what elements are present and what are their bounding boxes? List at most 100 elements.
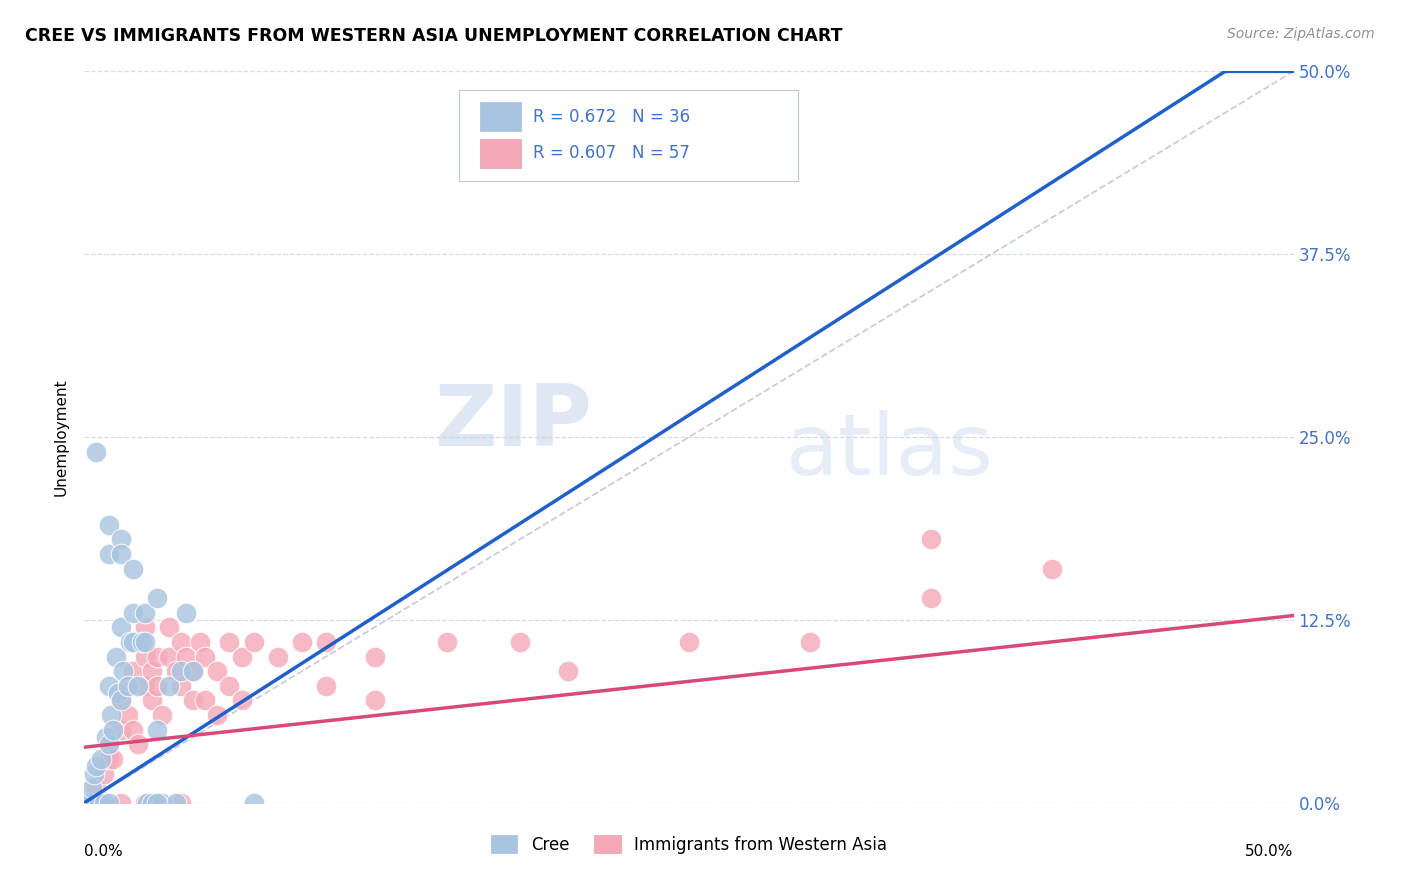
Point bbox=[86, 759, 108, 773]
Point bbox=[165, 664, 187, 678]
Point bbox=[291, 635, 314, 649]
Point bbox=[150, 796, 173, 810]
Point bbox=[174, 649, 197, 664]
Point bbox=[76, 796, 98, 810]
FancyBboxPatch shape bbox=[460, 90, 797, 181]
Legend: Cree, Immigrants from Western Asia: Cree, Immigrants from Western Asia bbox=[484, 829, 894, 860]
Point bbox=[678, 635, 700, 649]
Point bbox=[86, 796, 108, 810]
Point bbox=[157, 679, 180, 693]
Text: 50.0%: 50.0% bbox=[1246, 844, 1294, 859]
Point bbox=[103, 723, 125, 737]
Point bbox=[363, 649, 385, 664]
Point bbox=[218, 635, 240, 649]
Point bbox=[134, 649, 156, 664]
Point bbox=[194, 649, 217, 664]
Point bbox=[110, 533, 132, 547]
Point bbox=[117, 708, 139, 723]
Point bbox=[150, 708, 173, 723]
Point bbox=[242, 796, 264, 810]
Point bbox=[146, 591, 169, 605]
Point bbox=[146, 679, 169, 693]
Point bbox=[141, 664, 163, 678]
Point bbox=[121, 562, 143, 576]
Point bbox=[77, 796, 100, 810]
Point bbox=[1040, 562, 1063, 576]
Point bbox=[94, 730, 117, 744]
Point bbox=[83, 766, 105, 780]
Point bbox=[97, 752, 120, 766]
Point bbox=[231, 649, 253, 664]
Point bbox=[97, 517, 120, 532]
Text: R = 0.607   N = 57: R = 0.607 N = 57 bbox=[533, 145, 690, 162]
Point bbox=[146, 723, 169, 737]
Point bbox=[110, 723, 132, 737]
Point bbox=[315, 679, 337, 693]
Point bbox=[121, 664, 143, 678]
Point bbox=[107, 686, 129, 700]
Point bbox=[121, 606, 143, 620]
Point bbox=[86, 781, 108, 796]
Point bbox=[104, 649, 127, 664]
Point bbox=[170, 679, 193, 693]
Point bbox=[90, 752, 112, 766]
Point bbox=[181, 664, 204, 678]
Point bbox=[267, 649, 290, 664]
Bar bbox=[479, 138, 520, 168]
Point bbox=[181, 693, 204, 707]
Point bbox=[110, 796, 132, 810]
Point bbox=[86, 444, 108, 458]
Point bbox=[157, 649, 180, 664]
Bar bbox=[479, 102, 520, 131]
Point bbox=[110, 547, 132, 561]
Point bbox=[134, 635, 156, 649]
Point bbox=[141, 796, 163, 810]
Point bbox=[920, 591, 942, 605]
Point bbox=[315, 635, 337, 649]
Point bbox=[121, 723, 143, 737]
Point bbox=[134, 796, 156, 810]
Point bbox=[170, 664, 193, 678]
Point bbox=[97, 796, 120, 810]
Point bbox=[127, 737, 149, 751]
Point bbox=[97, 737, 120, 751]
Text: ZIP: ZIP bbox=[434, 381, 592, 464]
Point bbox=[436, 635, 458, 649]
Point bbox=[165, 796, 187, 810]
Text: 0.0%: 0.0% bbox=[84, 844, 124, 859]
Point bbox=[97, 737, 120, 751]
Point bbox=[103, 752, 125, 766]
Point bbox=[87, 796, 110, 810]
Text: atlas: atlas bbox=[786, 410, 994, 493]
Point bbox=[146, 796, 169, 810]
Point bbox=[181, 664, 204, 678]
Y-axis label: Unemployment: Unemployment bbox=[53, 378, 69, 496]
Point bbox=[231, 693, 253, 707]
Point bbox=[799, 635, 821, 649]
Point bbox=[136, 796, 159, 810]
Point bbox=[194, 693, 217, 707]
Point bbox=[112, 664, 135, 678]
Point bbox=[174, 606, 197, 620]
Point bbox=[141, 693, 163, 707]
Point bbox=[134, 620, 156, 634]
Point bbox=[146, 649, 169, 664]
Text: Source: ZipAtlas.com: Source: ZipAtlas.com bbox=[1227, 27, 1375, 41]
Point bbox=[93, 766, 115, 780]
Point bbox=[110, 620, 132, 634]
Point bbox=[557, 664, 579, 678]
Text: CREE VS IMMIGRANTS FROM WESTERN ASIA UNEMPLOYMENT CORRELATION CHART: CREE VS IMMIGRANTS FROM WESTERN ASIA UNE… bbox=[25, 27, 842, 45]
Point bbox=[170, 796, 193, 810]
Point bbox=[80, 781, 103, 796]
Point bbox=[131, 635, 153, 649]
Point bbox=[157, 620, 180, 634]
Point bbox=[110, 693, 132, 707]
Point bbox=[100, 708, 122, 723]
Point bbox=[218, 679, 240, 693]
Point bbox=[120, 635, 142, 649]
Point bbox=[97, 679, 120, 693]
Point bbox=[76, 796, 98, 810]
Point bbox=[363, 693, 385, 707]
Point bbox=[170, 635, 193, 649]
Point bbox=[242, 635, 264, 649]
